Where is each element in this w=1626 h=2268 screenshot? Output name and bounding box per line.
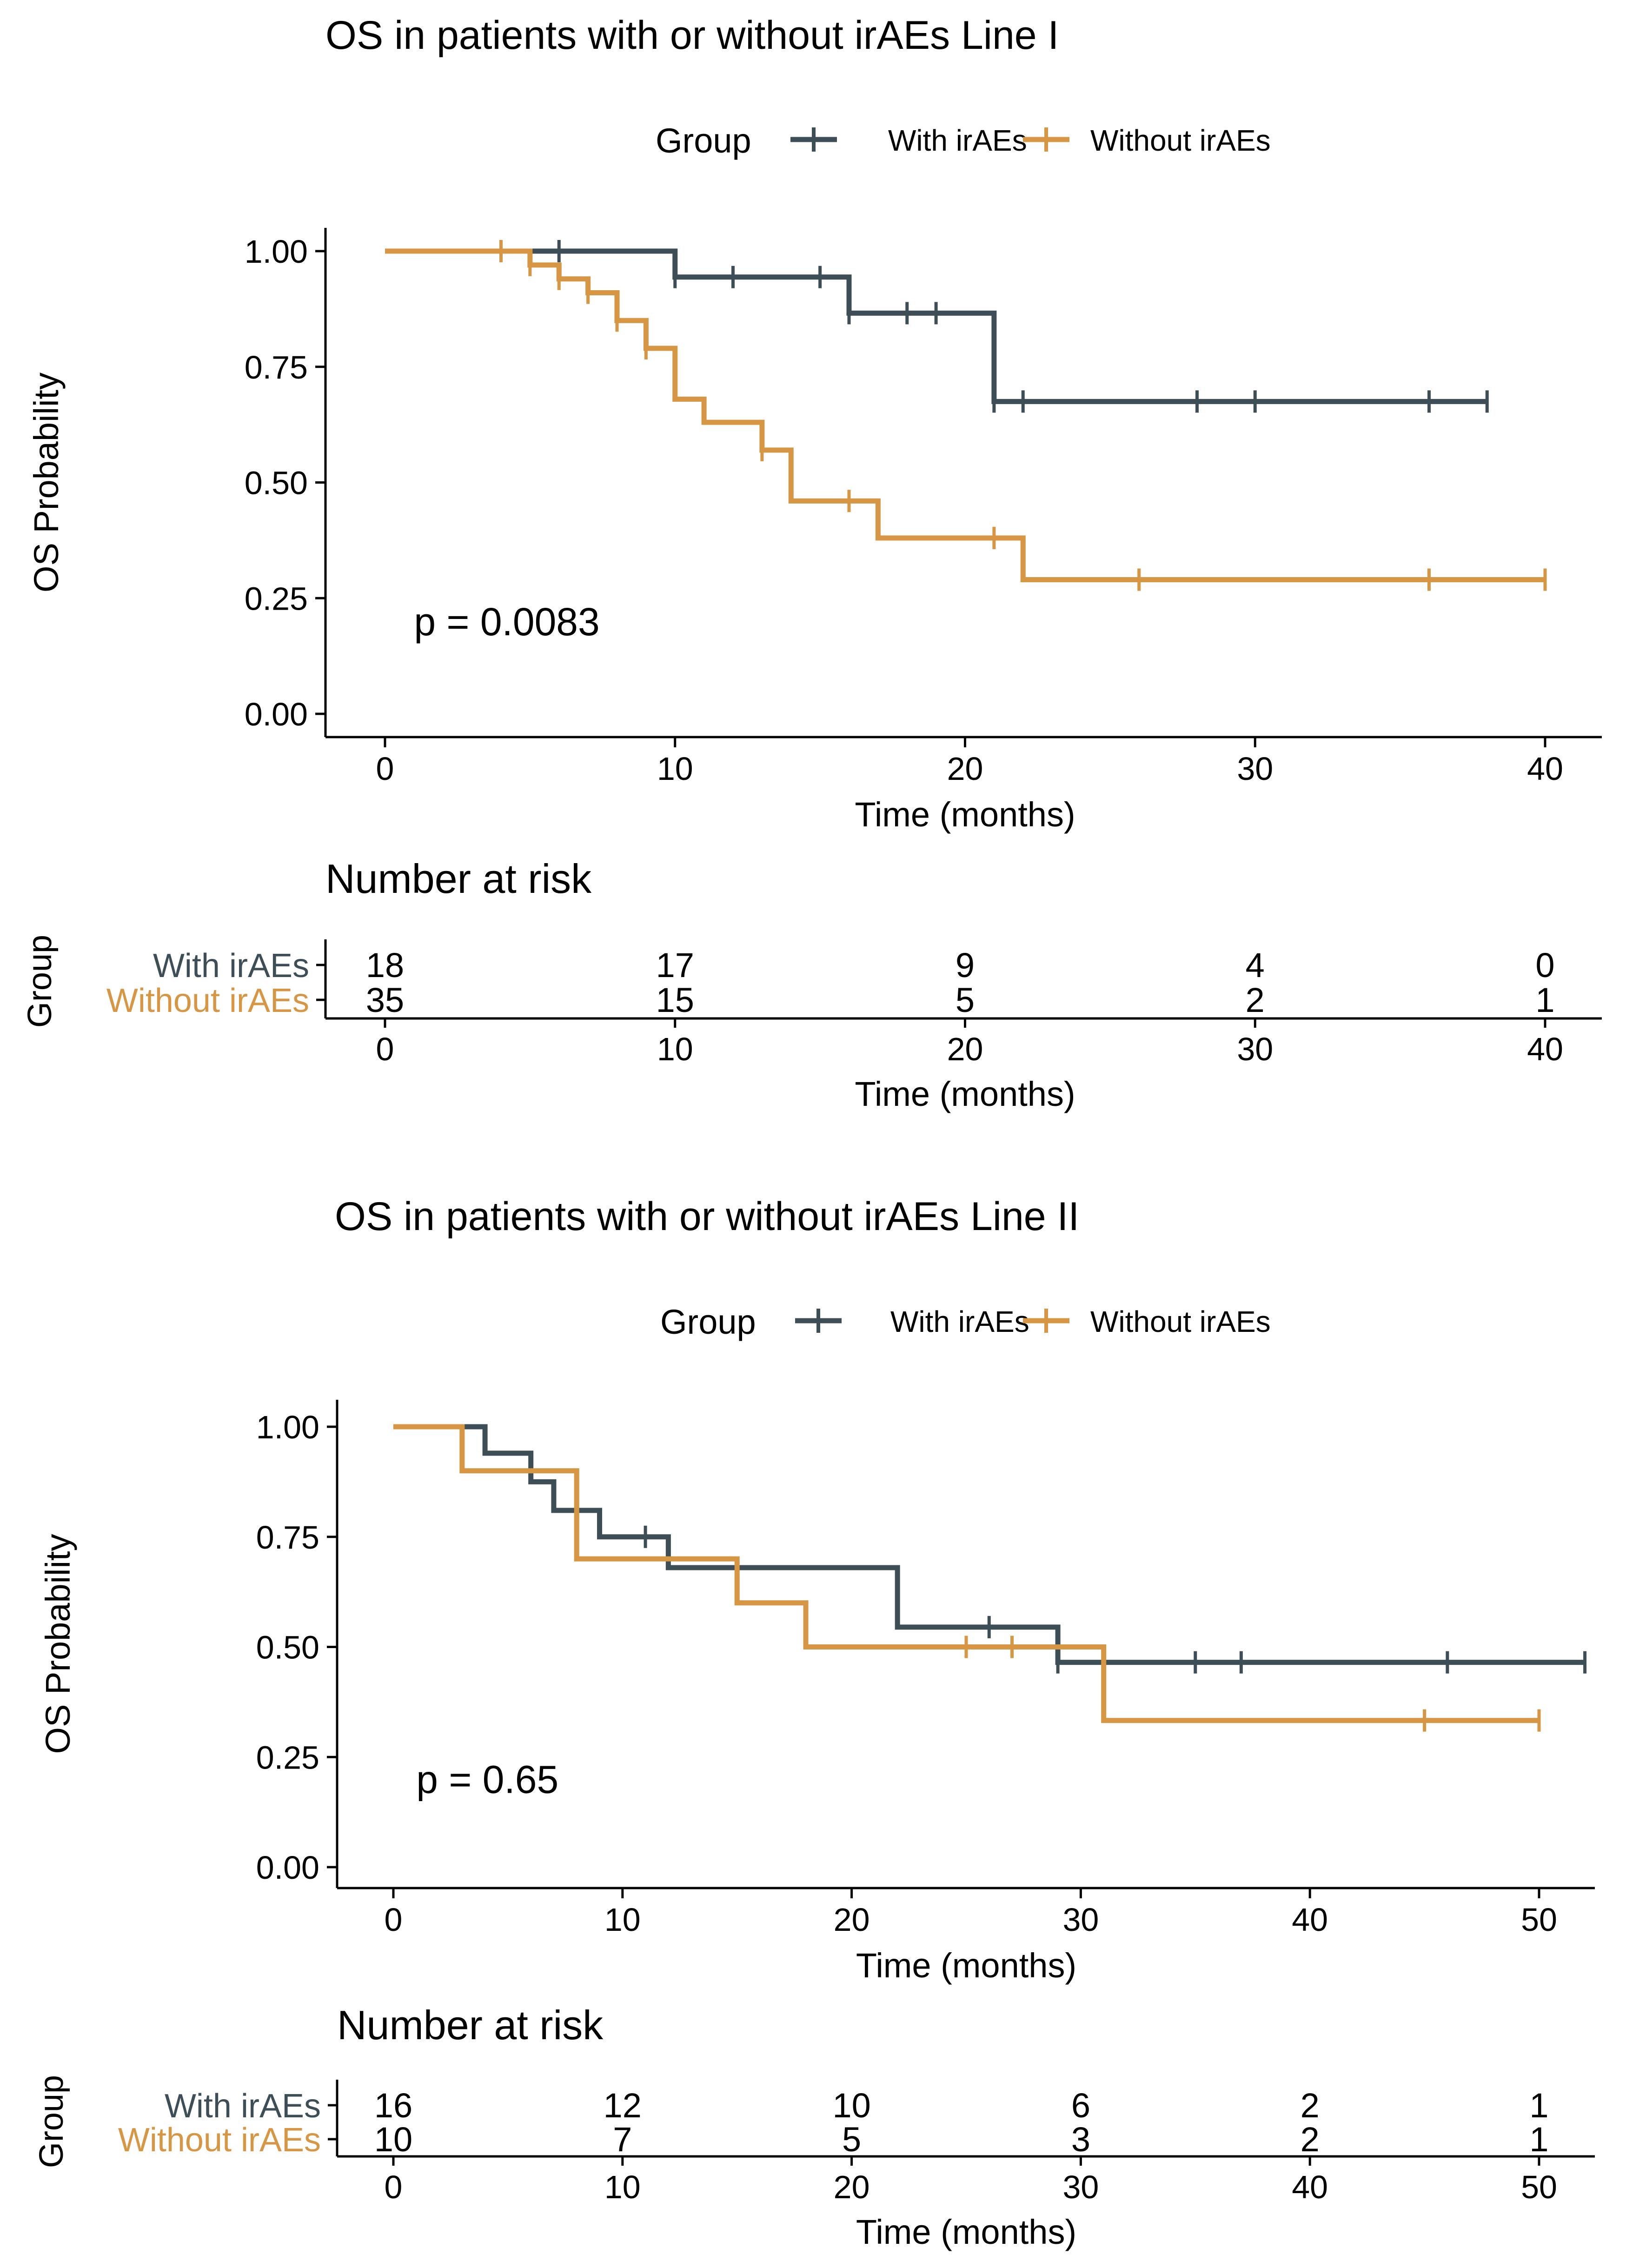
km-panel-line-1: OS in patients with or without irAEs Lin… [21,13,1602,1113]
risk-count: 12 [604,2086,642,2125]
risk-count: 9 [956,946,975,984]
risk-row-label: Without irAEs [106,982,309,1019]
x-axis-label: Time (months) [856,1946,1076,1985]
risk-x-tick-label: 50 [1521,2169,1557,2205]
y-tick-label: 0.25 [245,580,308,617]
y-axis-label: OS Probability [27,372,66,592]
risk-x-axis-label: Time (months) [856,2213,1076,2251]
risk-x-tick-label: 40 [1527,1031,1563,1067]
risk-count: 2 [1301,2086,1320,2125]
risk-x-tick-label: 10 [604,2169,641,2205]
risk-group-label: Group [33,2075,70,2168]
risk-count: 10 [832,2086,870,2125]
legend-label: Without irAEs [1090,1305,1271,1338]
x-tick-label: 30 [1062,1902,1099,1938]
risk-x-tick-label: 20 [834,2169,870,2205]
y-tick-label: 0.25 [256,1739,319,1776]
y-tick-label: 0.50 [245,465,308,501]
km-curve-with [385,248,1487,404]
km-curve-with [393,1424,1585,1665]
risk-row-label: With irAEs [165,2088,321,2125]
y-axis-label: OS Probability [39,1534,77,1754]
legend-label: With irAEs [888,124,1027,157]
risk-count: 3 [1071,2120,1090,2159]
x-tick-label: 40 [1527,751,1563,787]
x-tick-label: 20 [947,751,983,787]
risk-x-tick-label: 0 [376,1031,394,1067]
risk-table-title: Number at risk [337,2002,604,2048]
legend-title: Group [656,121,751,160]
risk-row-label: With irAEs [153,947,309,984]
risk-count: 17 [656,946,694,984]
risk-count: 2 [1301,2120,1320,2159]
y-tick-label: 1.00 [245,233,308,270]
risk-group-label: Group [21,935,59,1028]
risk-row-label: Without irAEs [118,2122,321,2159]
chart-title: OS in patients with or without irAEs Lin… [325,13,1059,58]
km-panel-line-2: OS in patients with or without irAEs Lin… [33,1194,1595,2251]
legend-label: Without irAEs [1090,124,1271,157]
risk-count: 7 [613,2120,632,2159]
risk-count: 0 [1535,946,1554,984]
risk-table-title: Number at risk [325,856,592,902]
risk-x-axis-label: Time (months) [855,1075,1075,1113]
x-tick-label: 0 [385,1902,403,1938]
risk-count: 10 [374,2120,412,2159]
y-tick-label: 1.00 [256,1409,319,1445]
risk-count: 1 [1529,2120,1548,2159]
x-tick-label: 20 [834,1902,870,1938]
legend-label: With irAEs [890,1305,1029,1338]
risk-x-tick-label: 20 [947,1031,983,1067]
p-value-annotation: p = 0.0083 [414,600,599,644]
risk-count: 5 [956,981,975,1019]
y-tick-label: 0.00 [245,696,308,732]
risk-count: 4 [1246,946,1265,984]
x-tick-label: 0 [376,751,394,787]
risk-count: 1 [1535,981,1554,1019]
x-tick-label: 30 [1237,751,1273,787]
y-tick-label: 0.75 [256,1519,319,1556]
km-curve-without [393,1424,1539,1723]
risk-x-tick-label: 40 [1292,2169,1328,2205]
risk-x-tick-label: 30 [1237,1031,1273,1067]
x-tick-label: 40 [1292,1902,1328,1938]
x-axis-label: Time (months) [855,795,1075,834]
legend-title: Group [660,1303,756,1341]
x-tick-label: 10 [604,1902,641,1938]
risk-count: 1 [1529,2086,1548,2125]
risk-x-tick-label: 30 [1062,2169,1099,2205]
risk-count: 18 [366,946,404,984]
risk-x-tick-label: 10 [657,1031,693,1067]
y-tick-label: 0.75 [245,349,308,386]
risk-count: 15 [656,981,694,1019]
risk-count: 35 [366,981,404,1019]
km-curve-without [385,248,1545,582]
x-tick-label: 10 [657,751,693,787]
y-tick-label: 0.00 [256,1849,319,1886]
risk-x-tick-label: 0 [385,2169,403,2205]
chart-title: OS in patients with or without irAEs Lin… [335,1194,1079,1239]
risk-count: 6 [1071,2086,1090,2125]
risk-count: 2 [1246,981,1265,1019]
risk-count: 5 [842,2120,861,2159]
risk-count: 16 [374,2086,412,2125]
x-tick-label: 50 [1521,1902,1557,1938]
y-tick-label: 0.50 [256,1630,319,1666]
p-value-annotation: p = 0.65 [416,1758,558,1802]
